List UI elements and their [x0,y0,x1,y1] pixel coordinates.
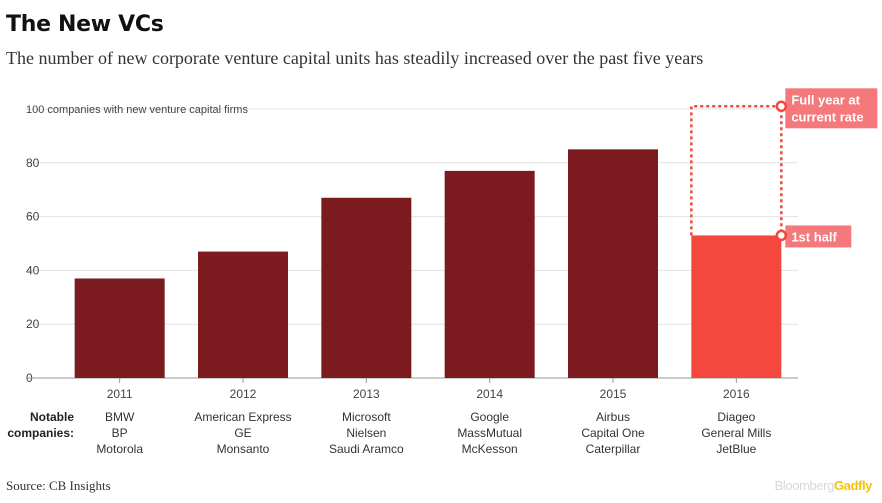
notable-company: Caterpillar [586,442,641,456]
notable-company: American Express [194,410,291,424]
bar [321,197,412,378]
highlight-callout-box [785,225,852,248]
brand-part1: Bloomberg [774,478,835,493]
notable-company: MassMutual [457,426,522,440]
bar [198,251,288,378]
projection-dashed-outline [690,105,783,236]
notable-label-line2: companies: [7,426,74,440]
chart-title: The New VCs [6,12,164,37]
brand-logo: BloombergGadfly [774,478,873,493]
chart-subtitle: The number of new corporate venture capi… [6,48,704,68]
y-axis-label: 100 companies with new venture capital f… [26,104,248,116]
notable-company: General Mills [701,426,771,440]
notable-company: Motorola [96,442,143,456]
notable-company: Monsanto [217,442,270,456]
y-tick-label: 20 [26,317,40,331]
notable-company: Google [470,410,509,424]
notable-company: Capital One [581,426,645,440]
x-tick-label: 2012 [230,387,257,401]
projection-label-line1: Full year at [791,92,860,107]
bar [444,170,535,378]
bar [568,149,658,378]
projection-label-line2: current rate [791,109,863,124]
highlight-label: 1st half [791,229,837,244]
x-tick-label: 2013 [353,387,380,401]
notable-company: JetBlue [716,442,756,456]
notable-company: Airbus [596,410,630,424]
projection-marker [775,100,788,113]
notable-company: BP [112,426,128,440]
notable-company: Microsoft [342,410,391,424]
bar [74,278,165,378]
brand-part2: Gadfly [833,478,872,493]
x-tick-label: 2014 [476,387,503,401]
notable-company: McKesson [462,442,518,456]
y-tick-label: 80 [26,156,40,170]
y-tick-label: 60 [26,210,40,224]
source-note: Source: CB Insights [6,478,111,493]
x-tick-label: 2011 [107,387,133,401]
notable-company: Nielsen [346,426,386,440]
notable-company: Diageo [717,410,755,424]
notable-company: Saudi Aramco [329,442,404,456]
notable-label-line1: Notable [30,410,74,424]
highlight-marker [775,229,788,242]
x-tick-label: 2016 [723,387,750,401]
notable-company: BMW [105,410,135,424]
bar [691,235,782,378]
x-tick-label: 2015 [600,387,627,401]
projection-callout-box [785,88,878,129]
y-tick-label: 40 [26,263,40,277]
notable-company: GE [234,426,251,440]
